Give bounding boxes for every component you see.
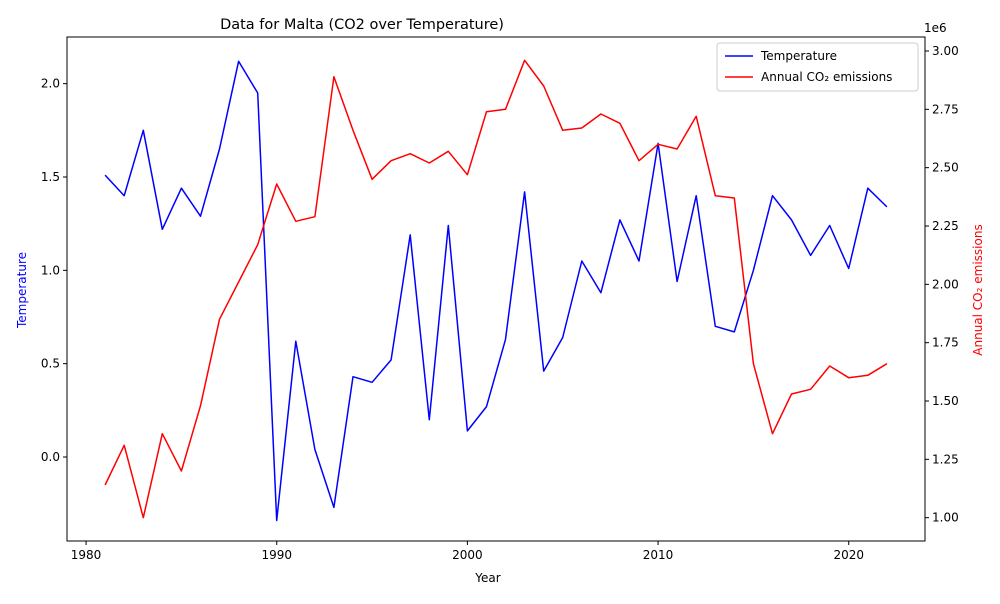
plot-frame [66, 36, 926, 542]
y-right-tick-label: 2.75 [932, 102, 959, 116]
y-left-tick-label: 2.0 [41, 77, 60, 91]
chart-title: Data for Malta (CO2 over Temperature) [220, 17, 504, 33]
legend-label-1: Temperature [760, 49, 837, 63]
y-axis-right-label: Annual CO₂ emissions [971, 224, 985, 355]
y-axis-right-multiplier: 1e6 [924, 21, 947, 35]
series-line-1 [104, 60, 888, 522]
y-right-tick-label: 2.00 [932, 277, 959, 291]
x-tick-label: 1990 [261, 548, 292, 562]
x-tick-label: 2020 [833, 548, 864, 562]
legend-label-2: Annual CO₂ emissions [761, 70, 892, 84]
y-right-tick-label: 1.00 [932, 511, 959, 525]
y-right-tick-label: 3.00 [932, 44, 959, 58]
x-tick-label: 2010 [643, 548, 674, 562]
y-right-tick-label: 2.25 [932, 219, 959, 233]
y-left-tick-label: 0.0 [41, 450, 60, 464]
y-right-tick-label: 1.75 [932, 336, 959, 350]
x-axis-label: Year [474, 571, 500, 585]
y-axis-left-label: Temperature [15, 252, 29, 329]
y-right-tick-label: 2.50 [932, 161, 959, 175]
series-line-2 [104, 59, 888, 519]
y-right-tick-label: 1.25 [932, 452, 959, 466]
y-right-tick-label: 1.50 [932, 394, 959, 408]
x-tick-label: 1980 [71, 548, 102, 562]
y-left-tick-label: 1.5 [41, 170, 60, 184]
legend-box [716, 42, 919, 92]
y-left-tick-label: 0.5 [41, 357, 60, 371]
x-tick-label: 2000 [452, 548, 483, 562]
plot-layer: 1980 1990 2000 2010 2020 0.0 0.5 1.0 1.5 2.0 1.00 1… [41, 36, 959, 562]
y-left-tick-label: 1.0 [41, 263, 60, 277]
